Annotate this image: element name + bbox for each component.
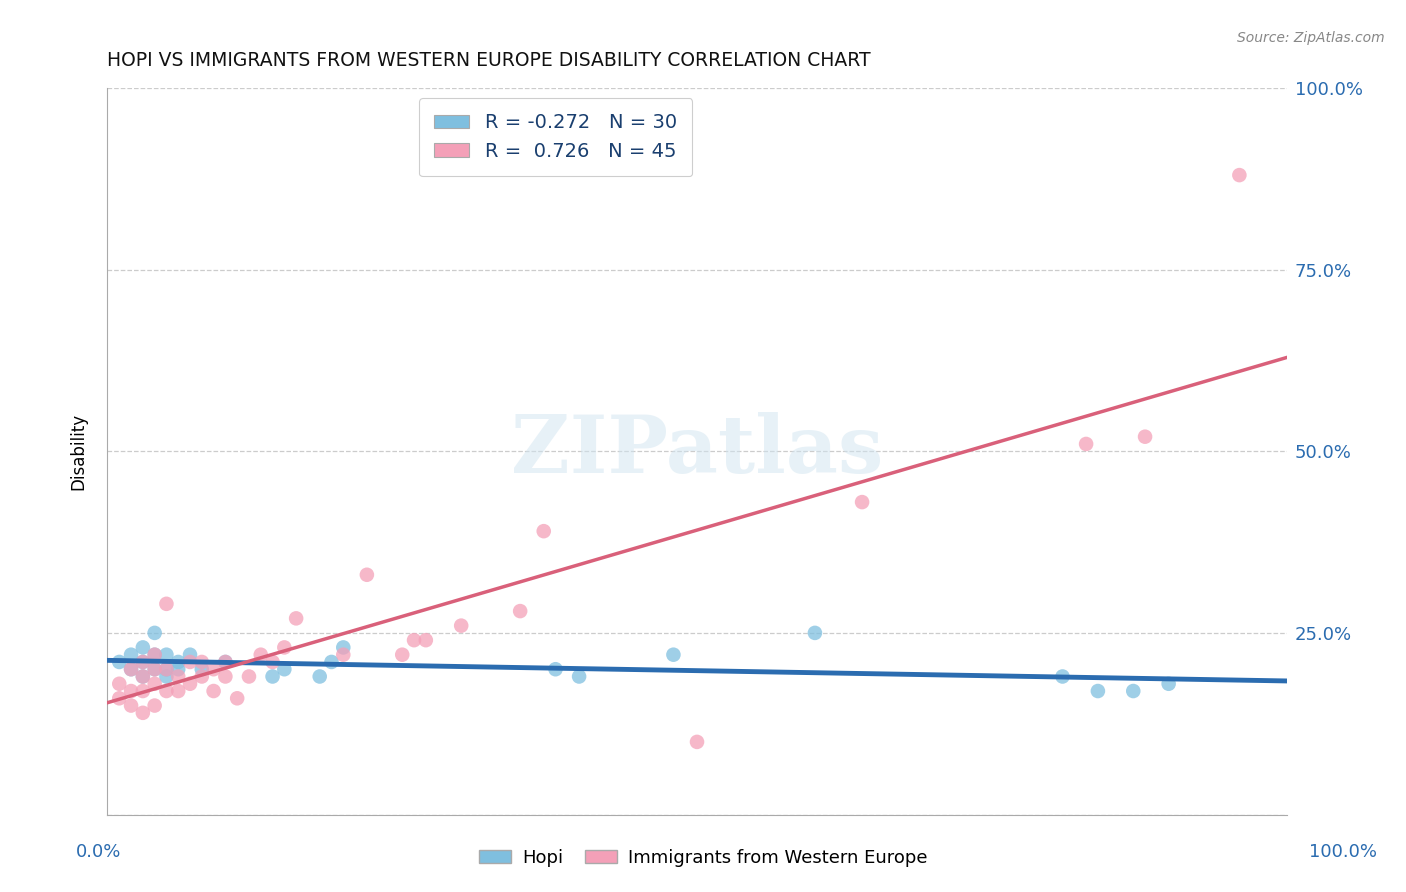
Point bbox=[108, 677, 131, 691]
Point bbox=[155, 597, 177, 611]
Point bbox=[191, 655, 214, 669]
Point bbox=[202, 684, 225, 698]
Point bbox=[851, 495, 873, 509]
Point bbox=[321, 655, 343, 669]
Point bbox=[391, 648, 413, 662]
Point bbox=[179, 655, 201, 669]
Point bbox=[1122, 684, 1144, 698]
Point bbox=[402, 633, 425, 648]
Point bbox=[108, 691, 131, 706]
Point bbox=[155, 662, 177, 676]
Text: Source: ZipAtlas.com: Source: ZipAtlas.com bbox=[1237, 31, 1385, 45]
Point bbox=[1133, 430, 1156, 444]
Point bbox=[450, 618, 472, 632]
Point bbox=[1074, 437, 1097, 451]
Point bbox=[273, 662, 295, 676]
Point bbox=[308, 669, 330, 683]
Text: Disability: Disability bbox=[69, 413, 87, 490]
Point bbox=[249, 648, 271, 662]
Text: HOPI VS IMMIGRANTS FROM WESTERN EUROPE DISABILITY CORRELATION CHART: HOPI VS IMMIGRANTS FROM WESTERN EUROPE D… bbox=[107, 51, 872, 70]
Legend: Hopi, Immigrants from Western Europe: Hopi, Immigrants from Western Europe bbox=[471, 842, 935, 874]
Point bbox=[179, 648, 201, 662]
Point bbox=[568, 669, 591, 683]
Text: 0.0%: 0.0% bbox=[76, 843, 121, 861]
Point bbox=[262, 655, 284, 669]
Point bbox=[155, 669, 177, 683]
Point bbox=[1087, 684, 1109, 698]
Point bbox=[332, 640, 354, 655]
Point bbox=[120, 662, 142, 676]
Point bbox=[533, 524, 555, 538]
Text: ZIPatlas: ZIPatlas bbox=[510, 412, 883, 491]
Point bbox=[167, 684, 190, 698]
Point bbox=[332, 648, 354, 662]
Point bbox=[143, 626, 166, 640]
Point bbox=[214, 655, 236, 669]
Point bbox=[262, 669, 284, 683]
Point bbox=[544, 662, 567, 676]
Point bbox=[214, 655, 236, 669]
Point bbox=[273, 640, 295, 655]
Legend: R = -0.272   N = 30, R =  0.726   N = 45: R = -0.272 N = 30, R = 0.726 N = 45 bbox=[419, 97, 692, 177]
Point bbox=[120, 698, 142, 713]
Point bbox=[191, 662, 214, 676]
Point bbox=[143, 648, 166, 662]
Point bbox=[214, 669, 236, 683]
Point bbox=[120, 662, 142, 676]
Point bbox=[143, 648, 166, 662]
Point bbox=[226, 691, 249, 706]
Point bbox=[202, 662, 225, 676]
Point bbox=[155, 684, 177, 698]
Point bbox=[167, 662, 190, 676]
Point bbox=[662, 648, 685, 662]
Point bbox=[132, 684, 155, 698]
Point bbox=[132, 706, 155, 720]
Text: 100.0%: 100.0% bbox=[1309, 843, 1376, 861]
Point bbox=[1157, 677, 1180, 691]
Point bbox=[132, 655, 155, 669]
Point bbox=[356, 567, 378, 582]
Point bbox=[1227, 168, 1250, 182]
Point bbox=[155, 648, 177, 662]
Point bbox=[132, 655, 155, 669]
Point bbox=[120, 684, 142, 698]
Point bbox=[132, 669, 155, 683]
Point bbox=[108, 655, 131, 669]
Point bbox=[1052, 669, 1074, 683]
Point bbox=[143, 677, 166, 691]
Point bbox=[509, 604, 531, 618]
Point bbox=[191, 669, 214, 683]
Point bbox=[238, 669, 260, 683]
Point bbox=[120, 648, 142, 662]
Point bbox=[143, 662, 166, 676]
Point bbox=[804, 626, 827, 640]
Point bbox=[167, 669, 190, 683]
Point bbox=[132, 669, 155, 683]
Point bbox=[686, 735, 709, 749]
Point bbox=[155, 662, 177, 676]
Point bbox=[167, 655, 190, 669]
Point bbox=[132, 640, 155, 655]
Point bbox=[143, 698, 166, 713]
Point bbox=[285, 611, 308, 625]
Point bbox=[179, 677, 201, 691]
Point bbox=[415, 633, 437, 648]
Point bbox=[143, 662, 166, 676]
